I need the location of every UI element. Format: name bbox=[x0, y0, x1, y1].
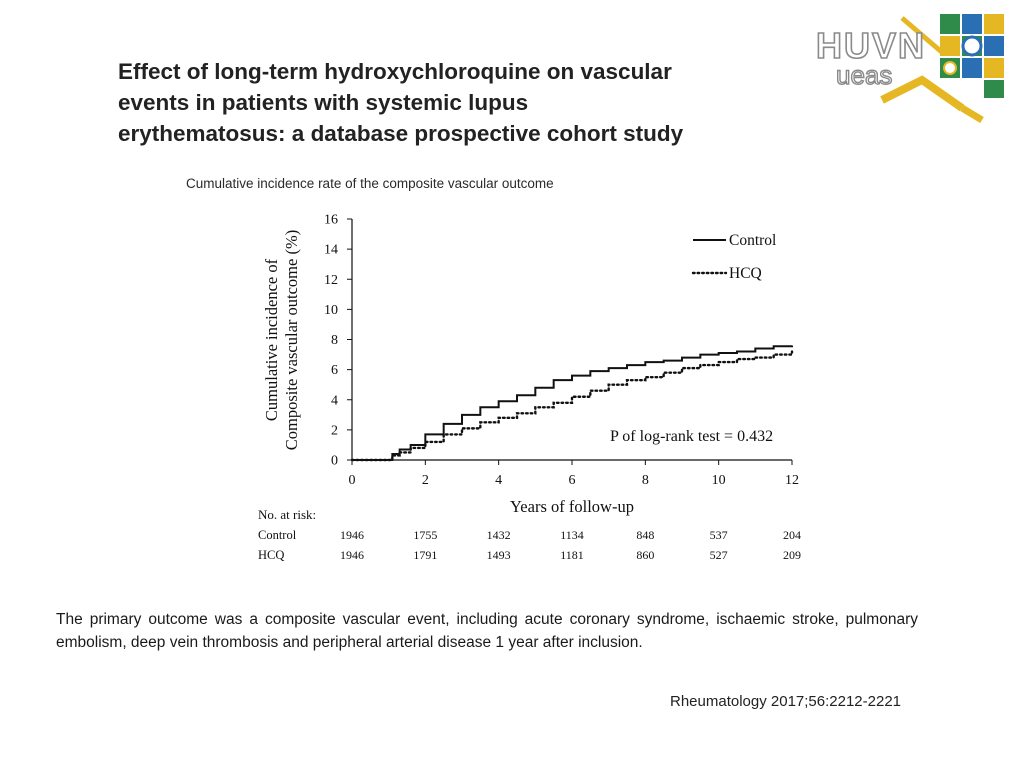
y-axis-label-line-1: Cumulative incidence of bbox=[262, 258, 281, 421]
risk-cell: 1755 bbox=[413, 528, 437, 542]
citation: Rheumatology 2017;56:2212-2221 bbox=[670, 693, 902, 710]
y-tick-label: 0 bbox=[331, 454, 338, 469]
risk-cell: 848 bbox=[636, 528, 654, 542]
y-tick-label: 16 bbox=[324, 213, 338, 228]
chart-series bbox=[350, 345, 794, 462]
legend-label-control: Control bbox=[729, 232, 776, 249]
legend-label-hcq: HCQ bbox=[729, 265, 762, 282]
logo-mosaic-icon bbox=[940, 14, 1004, 98]
slide-title-line-2: events in patients with systemic lupus bbox=[118, 90, 529, 115]
slide-title-line-1: Effect of long-term hydroxychloroquine o… bbox=[118, 59, 672, 84]
y-tick-label: 4 bbox=[331, 393, 338, 408]
x-tick-label: 12 bbox=[785, 473, 799, 488]
risk-cell: 1181 bbox=[560, 548, 584, 562]
slide-title: Effect of long-term hydroxychloroquine o… bbox=[118, 56, 808, 149]
risk-row-label-control: Control bbox=[258, 528, 297, 542]
risk-cell: 1134 bbox=[560, 528, 584, 542]
x-tick-label: 10 bbox=[712, 473, 726, 488]
y-tick-label: 6 bbox=[331, 363, 338, 378]
y-tick-label: 14 bbox=[324, 243, 338, 258]
x-tick-label: 6 bbox=[569, 473, 576, 488]
logo-text: HUVN bbox=[816, 25, 926, 66]
y-tick-label: 12 bbox=[324, 273, 338, 288]
logo-subtext: ueas bbox=[836, 60, 892, 90]
series-line-control bbox=[352, 345, 793, 461]
y-tick-label: 10 bbox=[324, 303, 338, 318]
risk-cell: 1946 bbox=[340, 548, 364, 562]
chart-axes: 0 2 4 6 8 10 12 14 16 0 2 4 6 8 10 12 bbox=[324, 213, 799, 489]
logrank-annotation: P of log-rank test = 0.432 bbox=[610, 428, 773, 445]
risk-cell: 527 bbox=[710, 548, 728, 562]
chart-legend: Control HCQ bbox=[691, 232, 776, 282]
risk-cell: 1791 bbox=[413, 548, 437, 562]
x-axis-label: Years of follow-up bbox=[510, 497, 634, 516]
caption: The primary outcome was a composite vasc… bbox=[56, 611, 918, 651]
risk-table-title: No. at risk: bbox=[258, 507, 316, 522]
km-chart: 0 2 4 6 8 10 12 14 16 0 2 4 6 8 10 12 Control HCQ Years … bbox=[258, 213, 801, 563]
x-tick-label: 4 bbox=[495, 473, 502, 488]
chart-labels: Years of follow-up Cumulative incidence o… bbox=[262, 230, 773, 516]
y-tick-label: 2 bbox=[331, 423, 338, 438]
y-axis-label-line-2: Composite vascular outcome (%) bbox=[282, 230, 301, 450]
risk-cell: 209 bbox=[783, 548, 801, 562]
risk-cell: 1946 bbox=[340, 528, 364, 542]
x-tick-label: 8 bbox=[642, 473, 649, 488]
risk-table: No. at risk: Control 1946 1755 1432 1134 848 53… bbox=[258, 507, 801, 562]
risk-cell: 1432 bbox=[487, 528, 511, 542]
x-tick-label: 2 bbox=[422, 473, 429, 488]
chart-title: Cumulative incidence rate of the composi… bbox=[186, 176, 554, 191]
slide-title-line-3: erythematosus: a database prospective co… bbox=[118, 121, 684, 146]
series-line-hcq bbox=[350, 350, 794, 462]
y-tick-label: 8 bbox=[331, 333, 338, 348]
risk-cell: 860 bbox=[636, 548, 654, 562]
risk-cell: 537 bbox=[710, 528, 728, 542]
risk-cell: 204 bbox=[783, 528, 801, 542]
risk-cell: 1493 bbox=[487, 548, 511, 562]
huvn-logo: HUVN ueas bbox=[812, 8, 1018, 126]
x-tick-label: 0 bbox=[349, 473, 356, 488]
risk-row-label-hcq: HCQ bbox=[258, 548, 284, 562]
